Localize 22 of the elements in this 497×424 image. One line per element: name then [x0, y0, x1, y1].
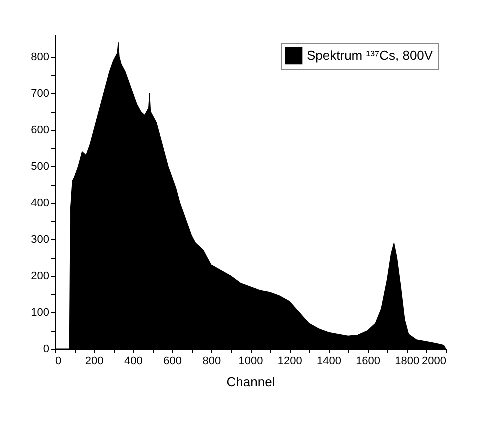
x-tick-label: 200 [85, 356, 104, 368]
x-tick-label: 2000 [422, 356, 446, 368]
legend-label: Spektrum ¹³⁷Cs, 800V [307, 48, 434, 63]
y-tick-label: 100 [31, 306, 50, 319]
x-tick-label: 800 [202, 356, 222, 368]
x-tick-label: 400 [124, 356, 143, 368]
y-tick-label: 800 [31, 51, 50, 64]
y-tick-label: 200 [31, 270, 50, 282]
x-tick-label: 1200 [278, 356, 302, 368]
y-tick-label: 300 [31, 234, 50, 246]
x-tick-label: 1000 [238, 356, 264, 368]
x-tick-label: 1800 [395, 356, 420, 368]
y-tick-label: 700 [31, 88, 50, 100]
x-tick-label: 1400 [316, 356, 342, 368]
y-tick-label: 500 [31, 160, 50, 173]
y-tick-label: 0 [43, 344, 50, 356]
y-tick-label: 400 [31, 197, 50, 210]
x-tick-label: 1600 [356, 356, 381, 368]
x-tick-label: 0 [56, 356, 62, 368]
x-axis-title: Channel [226, 374, 276, 390]
x-tick-label: 600 [164, 356, 182, 368]
y-tick-label: 600 [31, 124, 50, 136]
